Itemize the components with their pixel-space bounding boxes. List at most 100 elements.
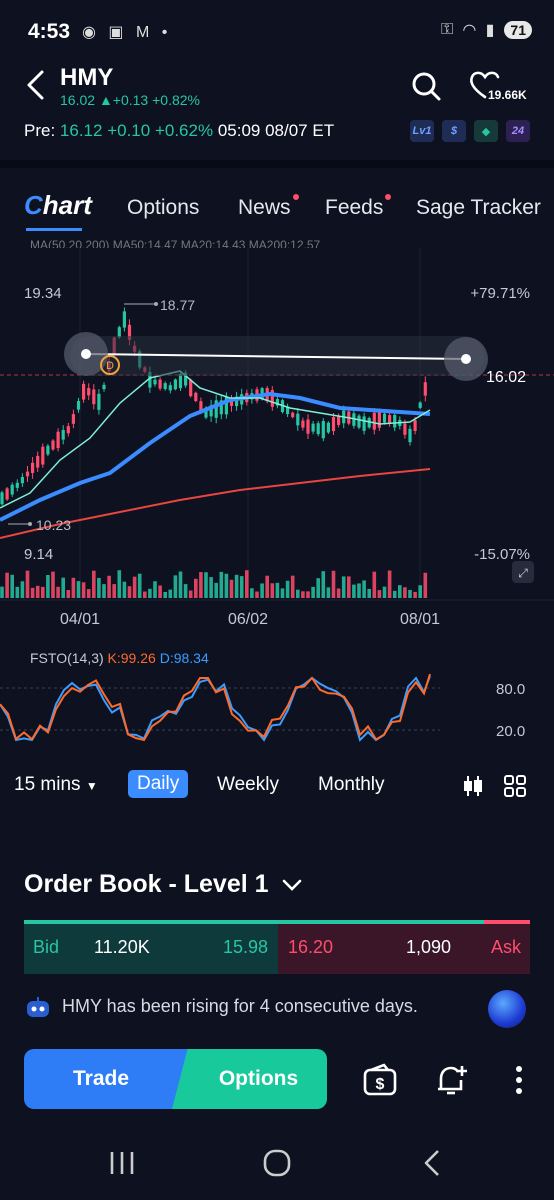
premarket-change: +0.10 [107,121,151,140]
grid-icon[interactable] [503,774,527,798]
volume-bar [301,591,305,598]
dollar-swap-badge[interactable]: $ [442,120,466,142]
options-button[interactable]: Options [172,1049,327,1109]
tab-chart[interactable]: Chart [24,190,92,220]
candle [76,401,81,410]
period-weekly[interactable]: Weekly [217,774,279,795]
candle [194,392,198,402]
volume-bar [81,582,86,598]
last-price-label: 16.02 [486,369,526,386]
volume-bar [148,588,152,598]
news-dot [292,194,299,200]
candle [66,426,70,434]
tab-options[interactable]: Options [127,196,200,219]
recent-apps-icon[interactable] [108,1150,136,1176]
insight-message[interactable]: HMY has been rising for 4 consecutive da… [62,996,418,1016]
volume-bar [245,570,249,598]
orderbook-title[interactable]: Order Book - Level 1 [24,870,303,899]
volume-bar [352,584,356,598]
fullscreen-button[interactable] [512,561,534,583]
price-chart[interactable]: D 18.77 10.23 19.34 9.14 +79.71% -15.07%… [0,238,554,638]
svg-text:$: $ [376,1076,385,1093]
volume-bar [311,586,315,598]
volume-bar [137,573,142,598]
volume-bar [260,583,264,598]
volume-bar [398,585,402,598]
volume-bar [239,576,244,598]
candle [25,471,30,477]
home-icon[interactable] [262,1148,292,1178]
candle [117,327,121,338]
volume-bar [250,588,254,598]
volume-bar [387,570,392,598]
interval-dropdown[interactable]: 15 mins ▼ [14,774,98,795]
ma20-line [0,370,431,509]
volume-bar [10,574,14,598]
stochastic-chart[interactable]: 80.0 20.0 [0,668,554,748]
premarket-time: 05:09 08/07 ET [217,121,335,140]
volume-bar [209,577,213,598]
trough-label: 10.23 [36,517,71,533]
heart-icon[interactable] [468,70,502,100]
candle [82,383,86,400]
tab-sage-tracker[interactable]: Sage Tracker [416,196,541,219]
candle [372,412,376,430]
candle [331,416,336,432]
alert-bell-icon[interactable] [434,1063,468,1097]
candle [87,388,91,396]
candlestick-icon[interactable] [462,774,484,798]
diamond-badge[interactable]: ◆ [474,120,498,142]
level1-badge[interactable]: Lv1 [410,120,434,142]
volume-bar [331,570,336,598]
volume-bar [20,581,25,598]
volume-bar [229,579,234,598]
volume-bar [15,586,20,598]
candle [388,415,392,424]
trade-button[interactable]: Trade [24,1049,194,1109]
candle [229,400,234,406]
candle [0,492,4,505]
candle [36,455,40,468]
volume-bar [224,573,229,598]
search-icon[interactable] [410,70,442,102]
price-change-pct: +0.82% [152,92,200,108]
candle [418,402,422,408]
tab-underline [26,228,82,231]
ask-label: Ask [490,937,521,957]
period-daily[interactable]: Daily [128,770,189,798]
volume-bar [56,586,60,598]
volume-bar [403,587,407,598]
premarket-change-pct: +0.62% [154,121,214,140]
price-change: +0.13 [112,92,149,108]
tab-feeds[interactable]: Feeds [325,194,392,220]
candle [321,421,325,439]
candle [403,423,407,435]
peak-label: 18.77 [160,297,195,313]
volume-bar [377,590,382,598]
more-icon[interactable] [512,1064,526,1096]
volume-bar [219,571,224,598]
candle [224,396,228,415]
assistant-orb-icon[interactable] [488,990,526,1028]
volume-bar [97,577,101,598]
fullscreen-icon: ⤢ [517,566,528,580]
system-back-icon[interactable] [422,1148,442,1178]
tab-news[interactable]: News [238,194,299,220]
period-monthly[interactable]: Monthly [318,774,385,795]
volume-bar [30,587,35,598]
candle [41,446,45,465]
candle [352,413,356,426]
candle [337,416,341,425]
wallet-dollar-icon[interactable]: $ [362,1063,398,1097]
volume-bar [163,591,167,598]
volume-bar [285,580,290,598]
period-bar: 15 mins ▼ Daily Weekly Monthly [0,766,554,804]
24h-badge[interactable]: 24 [506,120,530,142]
back-icon[interactable] [22,68,52,102]
candle [413,420,417,432]
key-icon: ⚿ [441,21,454,38]
ma200-line [0,468,431,539]
volume-bar [194,578,198,598]
volume-bar [168,589,173,598]
candle [306,419,310,434]
